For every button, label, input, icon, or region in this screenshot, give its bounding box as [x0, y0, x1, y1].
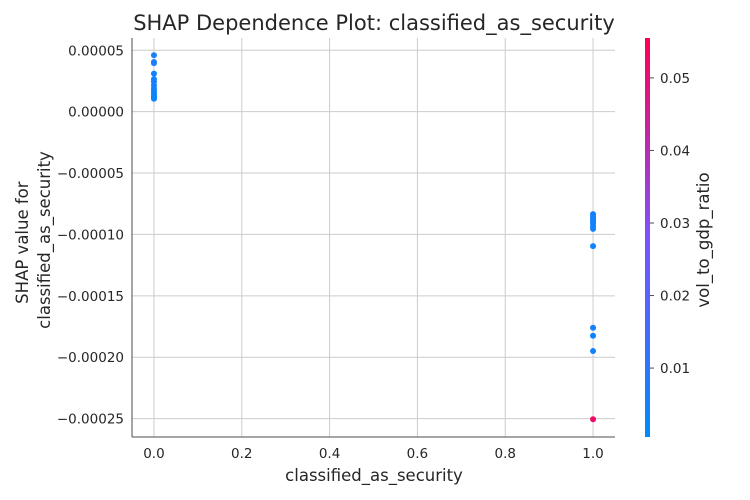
y-tick-label: 0.00000: [68, 105, 124, 121]
y-axis-label-line-2: classified_as_security: [35, 151, 55, 329]
x-tick-label: 0.4: [319, 446, 340, 462]
colorbar-tick-label: 0.05: [660, 71, 690, 87]
colorbar-label: vol_to_gdp_ratio: [694, 172, 714, 307]
scatter-points: [150, 52, 597, 423]
x-tick-label: 0.8: [494, 446, 515, 462]
x-tick-label: 0.6: [407, 446, 428, 462]
scatter-point: [590, 225, 597, 232]
scatter-point: [590, 348, 597, 355]
colorbar: [645, 38, 650, 437]
y-tick-label: −0.00005: [57, 166, 124, 182]
x-tick-label: 0.2: [231, 446, 252, 462]
colorbar-tick-label: 0.04: [660, 143, 690, 159]
y-axis-label: SHAP value for classified_as_security: [13, 151, 55, 329]
x-axis-label: classified_as_security: [285, 466, 463, 486]
y-tick-label: −0.00025: [57, 412, 124, 428]
scatter-point: [150, 95, 157, 102]
colorbar-tick-labels: 0.01 0.02 0.03 0.04 0.05: [650, 71, 690, 377]
colorbar-tick-label: 0.02: [660, 289, 690, 305]
y-tick-label: 0.00005: [68, 43, 124, 59]
scatter-point: [590, 332, 597, 339]
x-tick-label: 1.0: [582, 446, 603, 462]
scatter-point: [590, 243, 597, 250]
scatter-point: [590, 324, 597, 331]
scatter-point: [590, 416, 597, 423]
x-tick-label: 0.0: [143, 446, 164, 462]
y-tick-label: −0.00010: [57, 227, 124, 243]
y-axis-label-line-1: SHAP value for: [13, 181, 32, 304]
y-tick-label: −0.00020: [57, 350, 124, 366]
y-tick-labels: 0.00005 0.00000 −0.00005 −0.00010 −0.00015 −0…: [57, 43, 124, 427]
x-tick-labels: 0.0 0.2 0.4 0.6 0.8 1.0: [143, 446, 604, 462]
colorbar-tick-label: 0.01: [660, 361, 690, 377]
chart-title: SHAP Dependence Plot: classified_as_secu…: [133, 11, 615, 36]
scatter-point: [150, 70, 157, 77]
grid: [132, 38, 615, 437]
y-tick-label: −0.00015: [57, 289, 124, 305]
colorbar-tick-label: 0.03: [660, 216, 690, 232]
scatter-point: [150, 52, 157, 59]
scatter-point: [150, 60, 157, 67]
